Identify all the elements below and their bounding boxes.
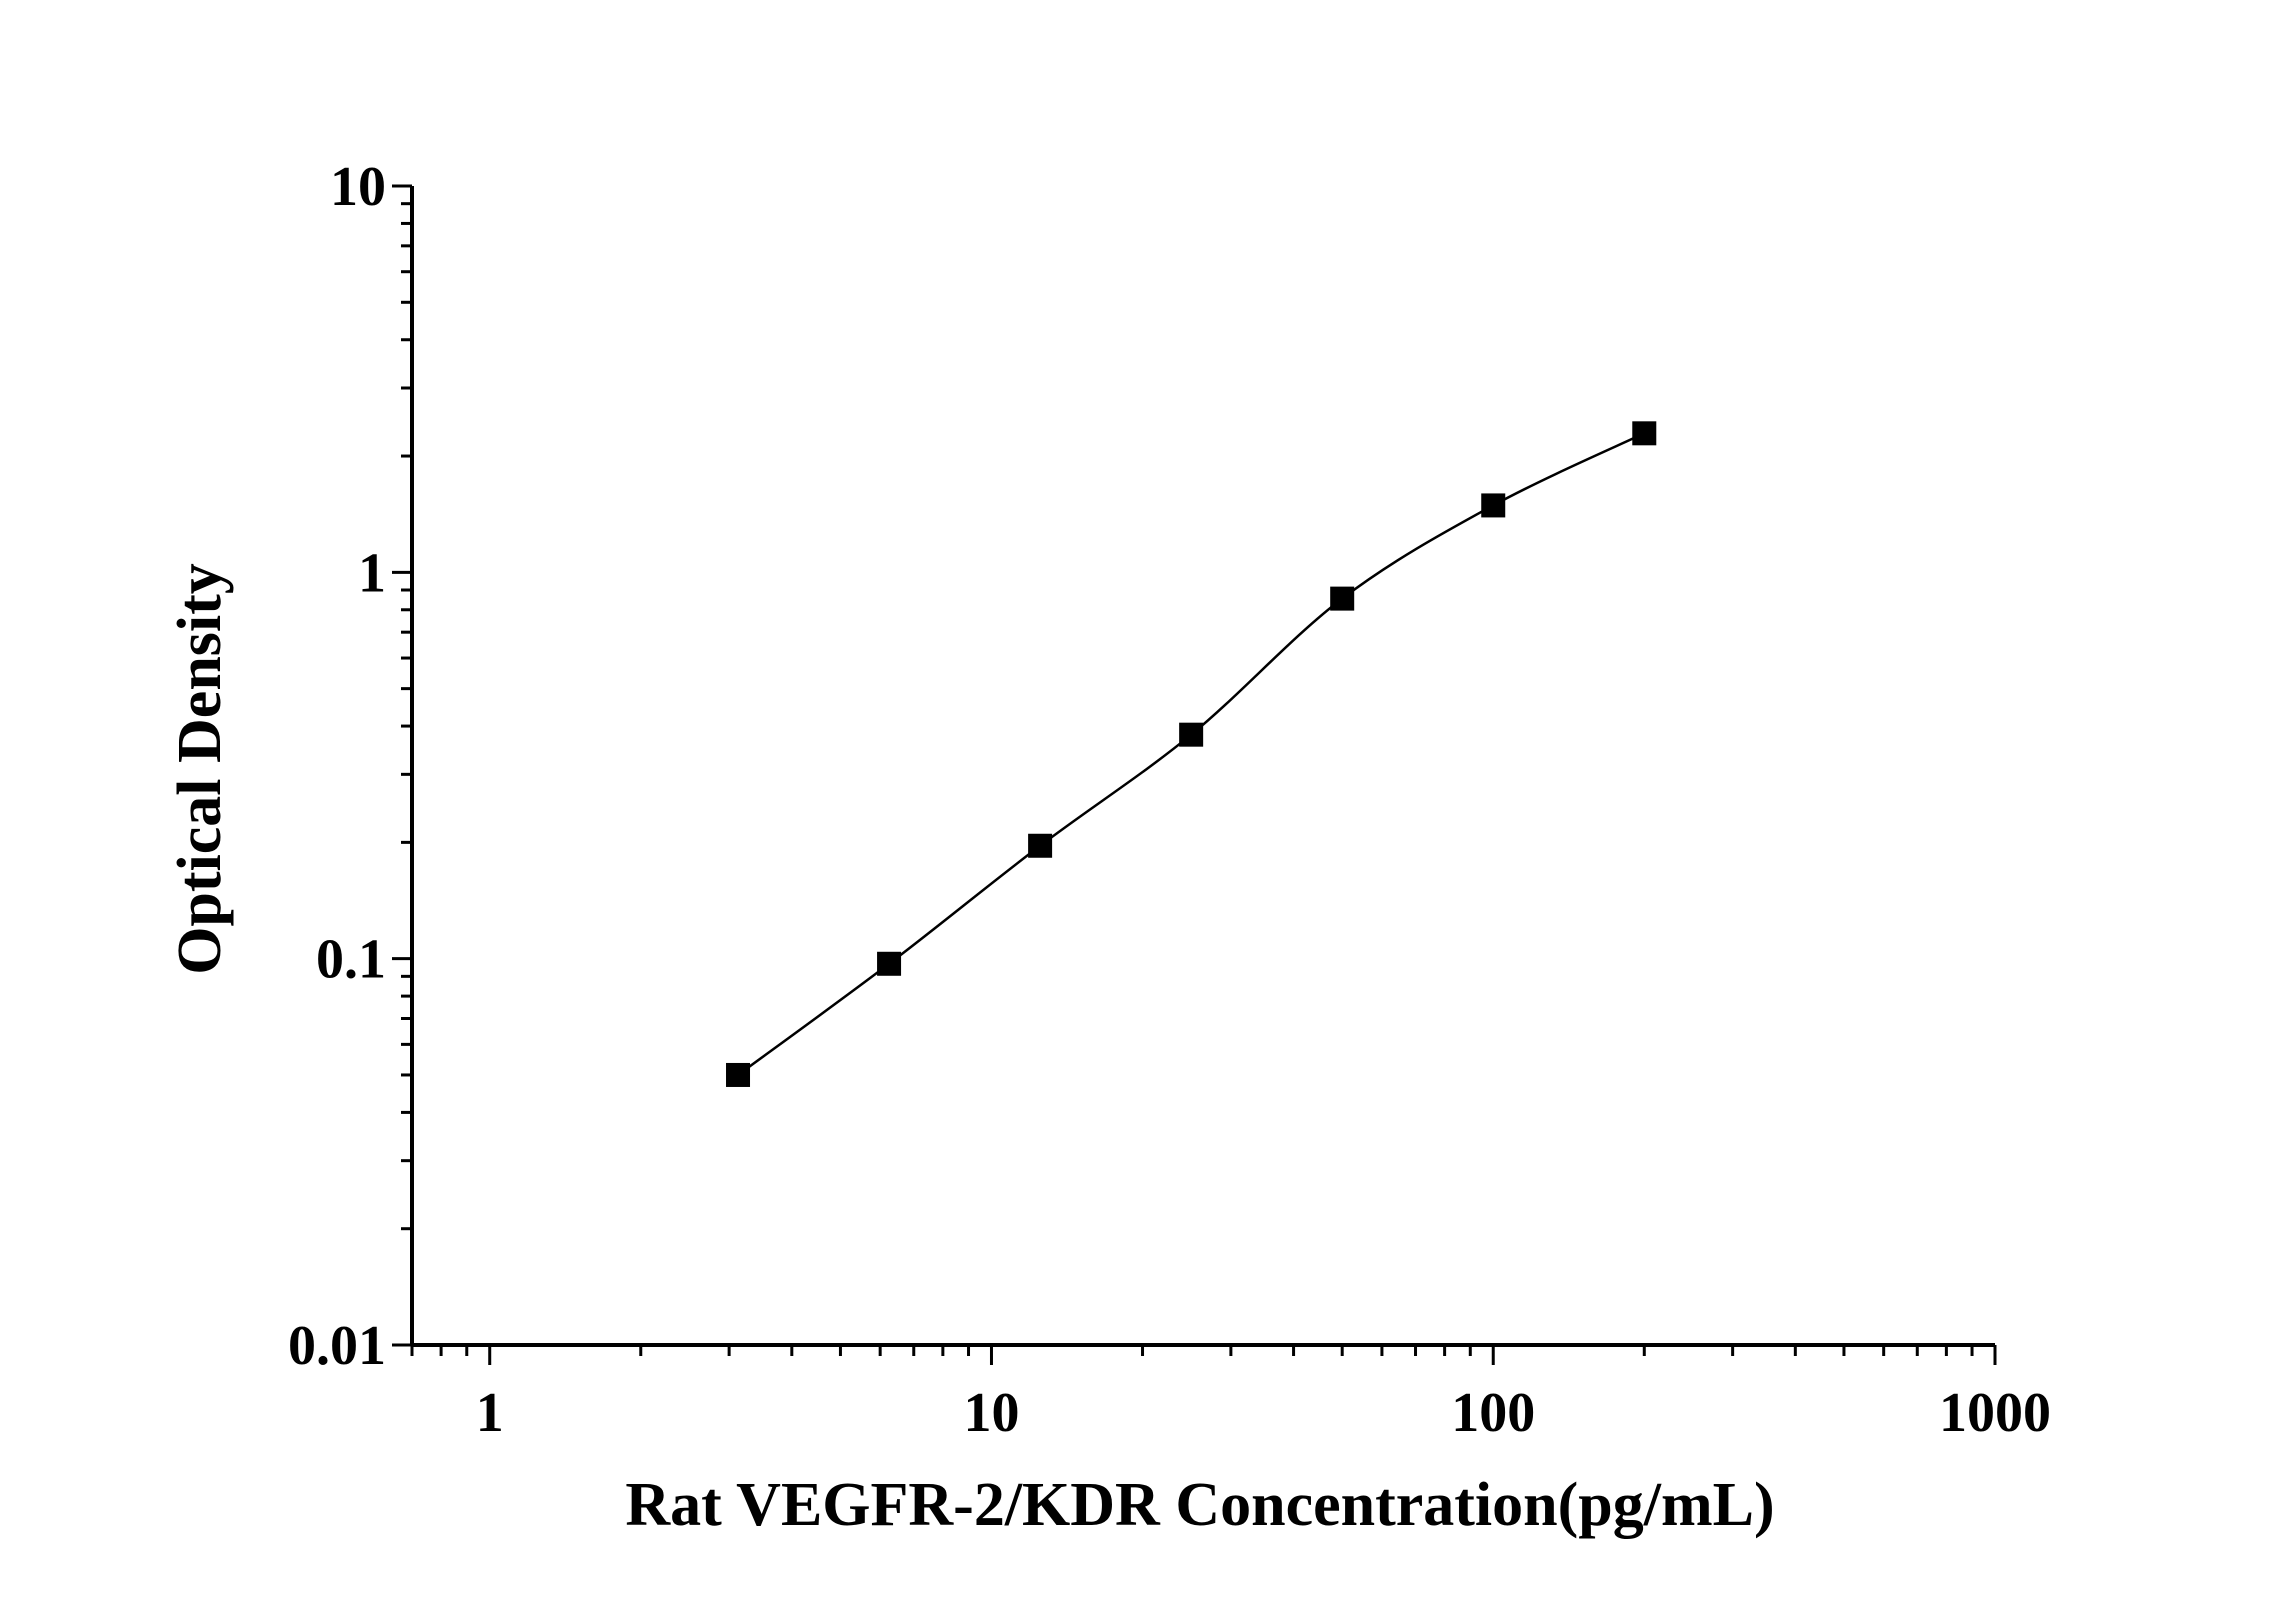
x-tick-label: 10: [963, 1382, 1019, 1444]
y-axis-title: Optical Density: [166, 563, 234, 975]
y-tick-label: 1: [358, 542, 386, 604]
y-tick-label: 0.1: [316, 929, 386, 991]
data-point-marker: [1330, 586, 1355, 611]
x-tick-label: 100: [1451, 1382, 1535, 1444]
y-axis-ticks: 0.01 0.1 1 10: [288, 156, 412, 1377]
data-point-marker: [1632, 421, 1657, 446]
y-tick-label: 10: [330, 156, 386, 218]
x-axis-ticks: 1 10 100 1000: [410, 1345, 2051, 1444]
y-tick-label: 0.01: [288, 1315, 386, 1377]
data-point-marker: [1481, 493, 1506, 518]
fitted-curve: [737, 432, 1645, 1077]
axes: [410, 186, 1995, 1347]
x-tick-label: 1: [476, 1382, 504, 1444]
data-point-marker: [877, 951, 902, 976]
data-point-marker: [1179, 722, 1204, 747]
curve-line: [737, 432, 1645, 1077]
data-points: [726, 421, 1657, 1087]
x-tick-label: 1000: [1939, 1382, 2051, 1444]
x-axis-title: Rat VEGFR-2/KDR Concentration(pg/mL): [625, 1471, 1774, 1539]
data-point-marker: [1028, 833, 1053, 858]
data-point-marker: [726, 1062, 751, 1087]
